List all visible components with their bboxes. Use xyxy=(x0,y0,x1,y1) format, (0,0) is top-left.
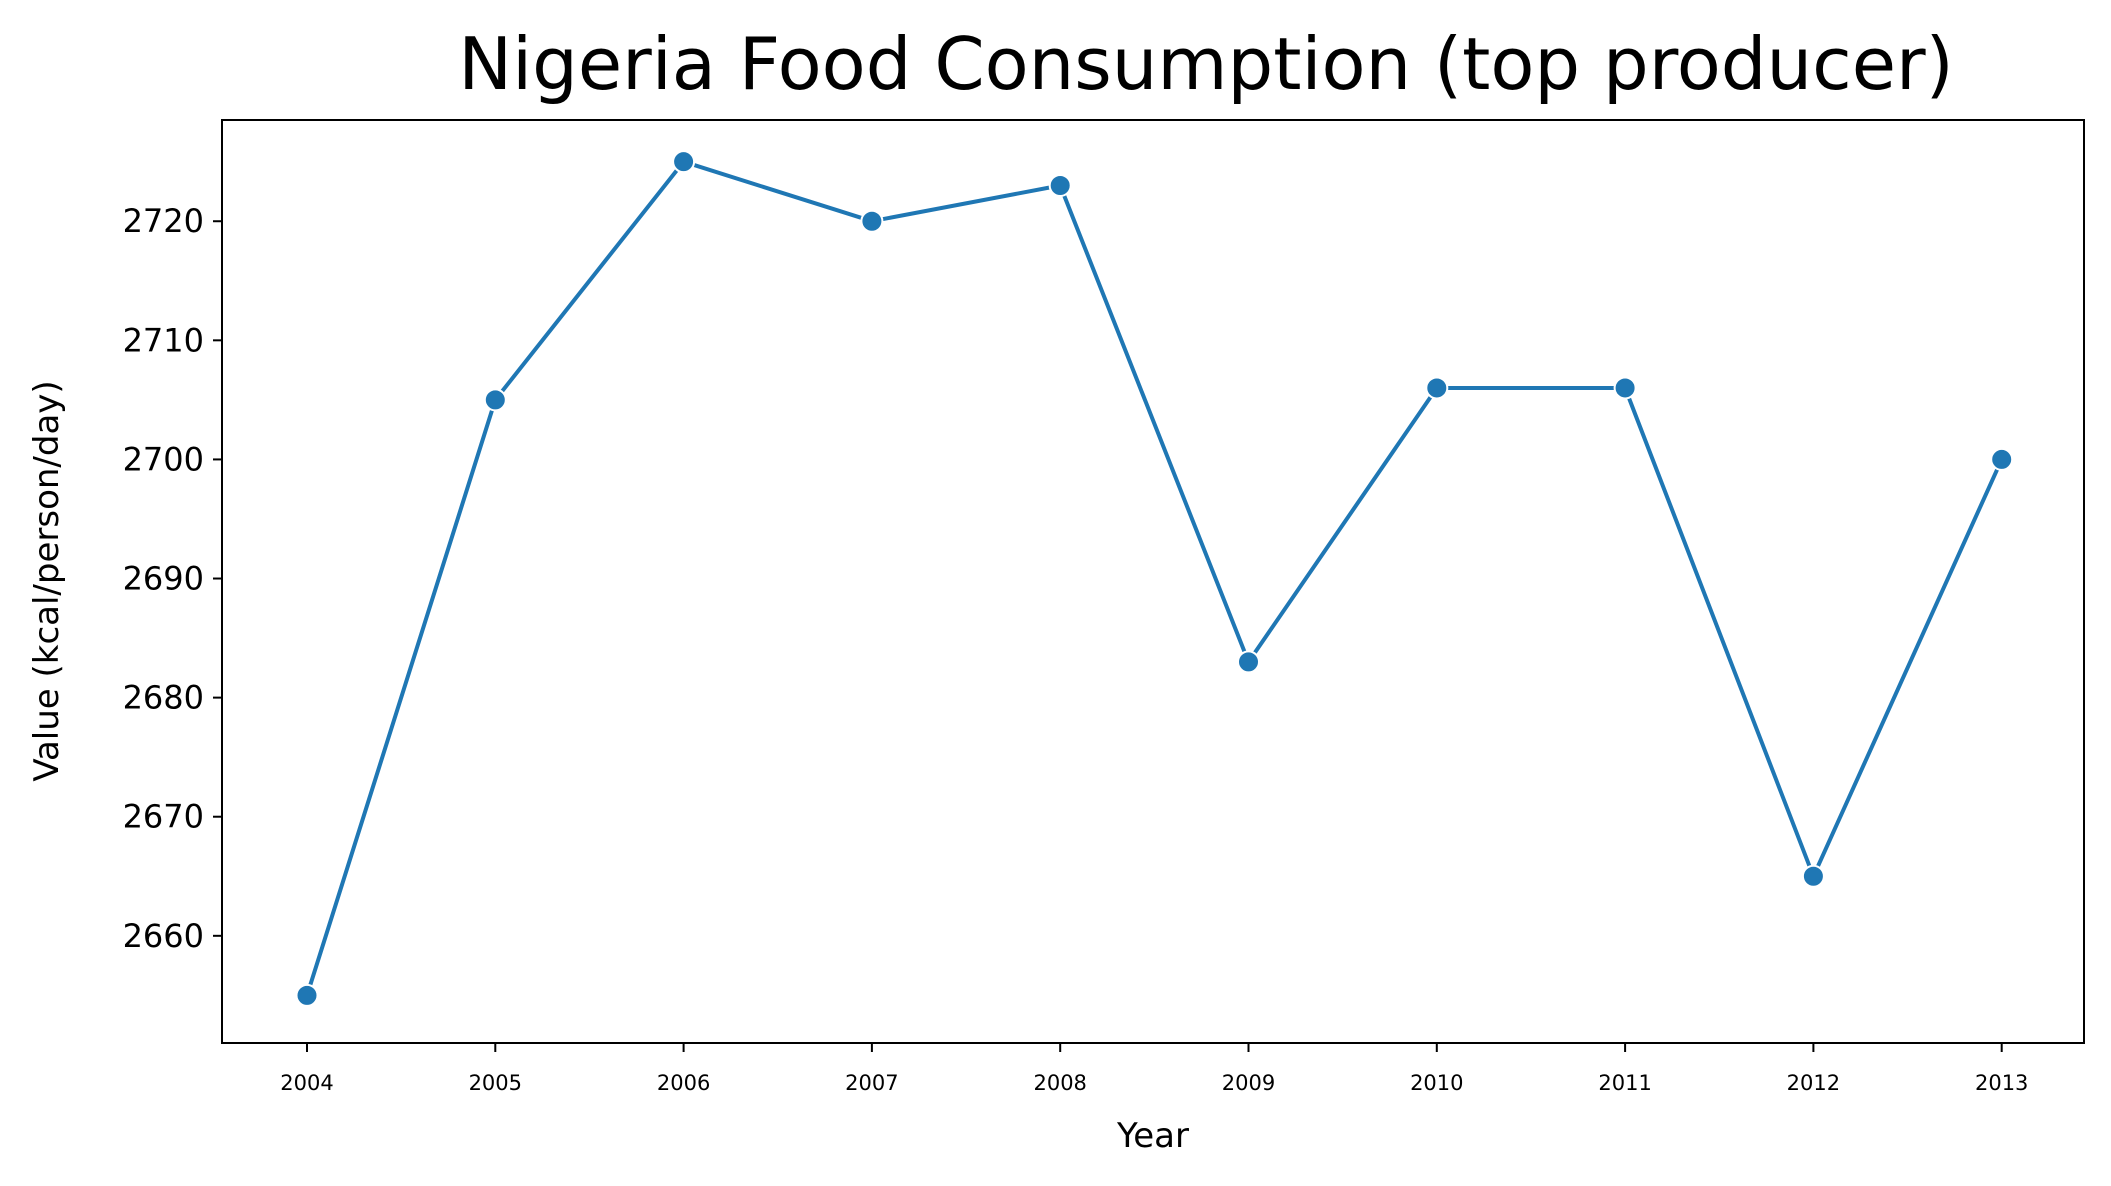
plot-area-frame xyxy=(221,119,2085,1044)
y-tick-label: 2680 xyxy=(123,679,204,717)
y-axis-label: Value (kcal/person/day) xyxy=(27,380,67,781)
x-tick-label: 2007 xyxy=(845,1071,898,1095)
x-tick-label: 2012 xyxy=(1787,1071,1840,1095)
data-point-2005 xyxy=(483,388,507,412)
chart-title: Nigeria Food Consumption (top producer) xyxy=(458,22,1953,106)
series-line xyxy=(305,159,2004,998)
x-tick-label: 2013 xyxy=(1975,1071,2028,1095)
data-point-2013 xyxy=(1990,447,2014,471)
x-tick-label: 2008 xyxy=(1033,1071,1086,1095)
x-tick-label: 2010 xyxy=(1410,1071,1463,1095)
y-tick-label: 2690 xyxy=(123,560,204,598)
x-axis: 2004 2005 2006 2007 2008 2009 2010 2011 2012 2013 xyxy=(280,1043,2028,1095)
data-point-2009 xyxy=(1237,650,1260,674)
y-tick-label: 2710 xyxy=(123,321,204,359)
data-point-2008 xyxy=(1048,174,1072,198)
data-point-2012 xyxy=(1801,864,1825,888)
y-axis: 2660 2670 2680 2690 2700 2710 2720 xyxy=(123,202,222,955)
x-tick-label: 2005 xyxy=(469,1071,522,1095)
x-tick-label: 2004 xyxy=(280,1071,333,1095)
x-axis-label: Year xyxy=(1116,1116,1189,1156)
y-tick-label: 2700 xyxy=(123,440,204,478)
data-point-2004 xyxy=(295,983,319,1007)
data-points xyxy=(295,150,2014,1007)
y-tick-label: 2720 xyxy=(123,202,204,240)
x-tick-label: 2009 xyxy=(1222,1071,1275,1095)
y-tick-label: 2670 xyxy=(123,798,204,836)
data-point-2007 xyxy=(860,209,884,233)
data-point-2006 xyxy=(672,150,696,174)
data-point-2010 xyxy=(1425,376,1449,400)
x-tick-label: 2006 xyxy=(657,1071,710,1095)
y-tick-label: 2660 xyxy=(123,917,204,955)
data-point-2011 xyxy=(1613,376,1637,400)
x-tick-label: 2011 xyxy=(1598,1071,1651,1095)
